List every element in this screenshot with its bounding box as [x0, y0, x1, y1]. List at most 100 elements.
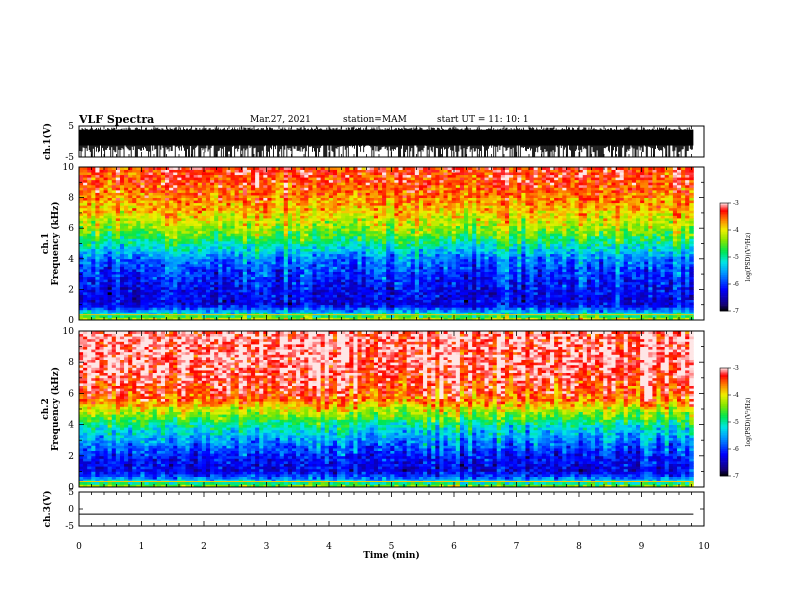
spectrogram-cell: [132, 317, 137, 321]
spectrogram-cell: [136, 240, 141, 244]
spectrogram-cell: [296, 266, 301, 270]
spectrogram-cell: [287, 182, 293, 186]
spectrogram-cell: [201, 309, 207, 313]
spectrogram-cell: [124, 174, 129, 178]
spectrogram-cell: [361, 240, 367, 244]
spectrogram-cell: [246, 212, 252, 216]
spectrogram-cell: [218, 317, 223, 321]
spectrogram-cell: [291, 246, 297, 249]
spectrogram-cell: [226, 258, 231, 262]
spectrogram-cell: [287, 195, 293, 198]
spectrogram-cell: [185, 302, 190, 306]
spectrogram-cell: [83, 210, 88, 214]
spectrogram-cell: [140, 174, 145, 178]
spectrogram-cell: [115, 266, 121, 270]
spectrogram-cell: [148, 317, 154, 321]
spectrogram-cell: [406, 299, 412, 303]
spectrogram-cell: [390, 269, 395, 272]
spectrogram-cell: [152, 291, 158, 295]
spectrogram-cell: [406, 225, 412, 229]
spectrogram-cell: [349, 307, 354, 311]
spectrogram-cell: [398, 174, 403, 178]
spectrogram-cell: [378, 192, 383, 196]
spectrogram-cell: [259, 266, 264, 270]
spectrogram-cell: [287, 297, 293, 300]
spectrogram-cell: [283, 289, 289, 293]
spectrogram-cell: [181, 291, 186, 295]
spectrogram-cell: [177, 167, 182, 170]
spectrogram-cell: [406, 230, 412, 234]
spectrogram-cell: [337, 291, 342, 295]
spectrogram-cell: [115, 177, 121, 181]
spectrogram-cell: [144, 197, 150, 201]
spectrogram-cell: [324, 269, 330, 272]
spectrogram-cell: [222, 263, 227, 267]
spectrogram-cell: [115, 246, 121, 249]
spectrogram-cell: [234, 314, 240, 318]
spectrogram-cell: [214, 212, 219, 216]
spectrogram-cell: [369, 258, 375, 262]
spectrogram-cell: [378, 238, 383, 242]
spectrogram-cell: [136, 184, 141, 188]
spectrogram-cell: [304, 246, 309, 249]
spectrogram-cell: [300, 289, 305, 293]
spectrogram-cell: [287, 261, 293, 265]
spectrogram-cell: [210, 240, 215, 244]
spectrogram-cell: [238, 172, 244, 176]
spectrogram-cell: [337, 230, 342, 234]
spectrogram-cell: [79, 261, 84, 265]
spectrogram-cell: [279, 177, 285, 181]
spectrogram-cell: [222, 174, 227, 178]
spectrogram-cell: [160, 240, 166, 244]
spectrogram-cell: [140, 297, 145, 300]
spectrogram-cell: [320, 197, 326, 201]
spectrogram-cell: [300, 281, 305, 285]
spectrogram-cell: [312, 212, 317, 216]
spectrogram-cell: [193, 274, 199, 278]
spectrogram-cell: [119, 174, 125, 178]
spectrogram-cell: [128, 218, 133, 221]
spectrogram-cell: [369, 235, 375, 239]
spectrogram-cell: [132, 261, 137, 265]
spectrogram-cell: [332, 297, 338, 300]
spectrogram-cell: [316, 258, 322, 262]
spectrogram-cell: [226, 269, 231, 272]
spectrogram-cell: [279, 174, 285, 178]
spectrogram-cell: [79, 233, 84, 237]
spectrogram-cell: [83, 312, 88, 316]
spectrogram-cell: [201, 253, 207, 257]
spectrogram-cell: [111, 225, 117, 229]
spectrogram-cell: [316, 225, 322, 229]
spectrogram-cell: [124, 215, 129, 219]
spectrogram-cell: [365, 210, 371, 214]
spectrogram-cell: [177, 297, 182, 300]
spectrogram-cell: [300, 269, 305, 272]
spectrogram-cell: [283, 240, 289, 244]
spectrogram-cell: [177, 225, 182, 229]
spectrogram-cell: [177, 304, 182, 308]
spectrogram-cell: [156, 279, 162, 283]
spectrogram-cell: [87, 246, 92, 249]
spectrogram-cell: [296, 174, 301, 178]
spectrogram-cell: [189, 218, 195, 221]
spectrogram-cell: [124, 256, 129, 260]
spectrogram-cell: [255, 281, 260, 285]
spectrogram-cell: [197, 189, 203, 193]
spectrogram-cell: [124, 243, 129, 247]
spectrogram-cell: [353, 248, 358, 252]
spectrogram-cell: [140, 177, 145, 181]
spectrogram-cell: [312, 281, 317, 285]
spectrogram-cell: [316, 228, 322, 232]
spectrogram-cell: [99, 167, 104, 170]
spectrogram-cell: [234, 274, 240, 278]
spectrogram-cell: [251, 167, 256, 170]
spectrogram-cell: [324, 286, 330, 290]
spectrogram-cell: [349, 169, 354, 173]
spectrogram-cell: [304, 202, 309, 206]
spectrogram-cell: [369, 179, 375, 183]
spectrogram-cell: [230, 274, 236, 278]
spectrogram-cell: [140, 212, 145, 216]
spectrogram-cell: [124, 314, 129, 318]
spectrogram-cell: [353, 233, 358, 237]
spectrogram-cell: [300, 279, 305, 283]
